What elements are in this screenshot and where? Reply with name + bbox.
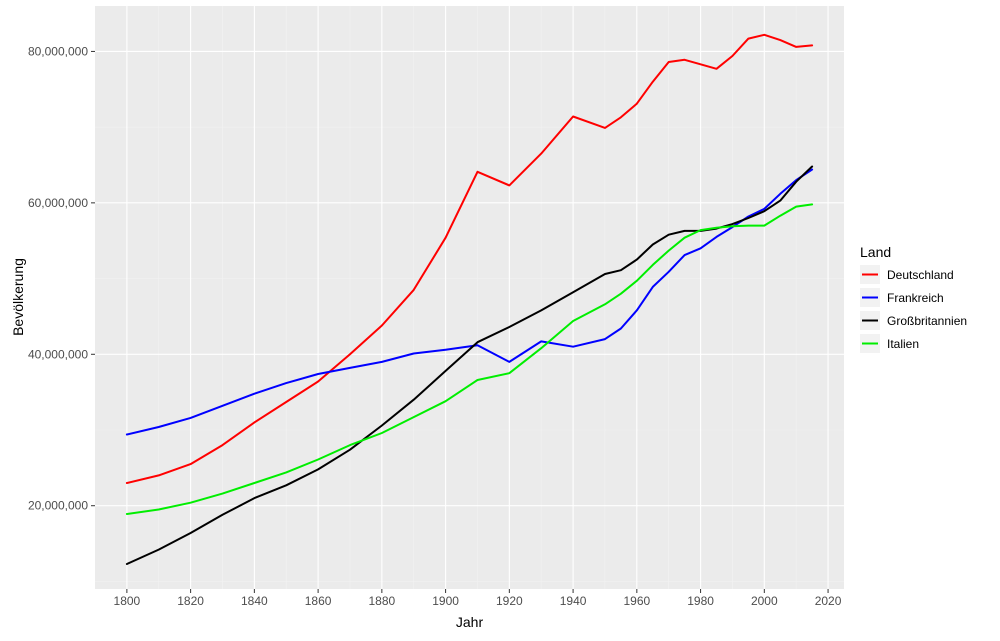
x-tick-label: 1860 [305, 594, 332, 608]
x-tick-label: 1880 [368, 594, 395, 608]
series-line-großbritannien [125, 165, 814, 565]
legend: Land Deutschland Frankreich Großbritannien… [860, 244, 967, 353]
x-axis-title: Jahr [456, 614, 484, 630]
x-tick-label: 1900 [432, 594, 459, 608]
series-line-deutschland [125, 33, 814, 484]
legend-title: Land [860, 244, 891, 260]
x-tick-label: 2020 [815, 594, 842, 608]
legend-label: Italien [887, 337, 919, 351]
plot-panel [95, 6, 844, 589]
legend-label: Großbritannien [887, 314, 967, 328]
x-tick-label: 1960 [623, 594, 650, 608]
legend-label: Frankreich [887, 291, 944, 305]
y-axis-title: Bevölkerung [10, 258, 26, 336]
x-tick-label: 1920 [496, 594, 523, 608]
x-tick-label: 1820 [177, 594, 204, 608]
y-axis: 20,000,000 40,000,000 60,000,000 80,000,000 [28, 44, 95, 513]
y-tick-label: 60,000,000 [28, 196, 88, 210]
x-axis: 1800 1820 1840 1860 1880 1900 1920 1940 1960 1980… [114, 589, 842, 608]
legend-label: Deutschland [887, 268, 954, 282]
y-tick-label: 20,000,000 [28, 499, 88, 513]
x-tick-label: 1840 [241, 594, 268, 608]
x-tick-label: 1980 [687, 594, 714, 608]
y-tick-label: 80,000,000 [28, 44, 88, 58]
series-line-frankreich [125, 168, 814, 436]
y-tick-label: 40,000,000 [28, 347, 88, 361]
series-line-italien [125, 203, 814, 515]
x-tick-label: 1800 [114, 594, 141, 608]
x-tick-label: 1940 [560, 594, 587, 608]
x-tick-label: 2000 [751, 594, 778, 608]
data-series [125, 33, 814, 565]
grid-lines [95, 6, 844, 589]
